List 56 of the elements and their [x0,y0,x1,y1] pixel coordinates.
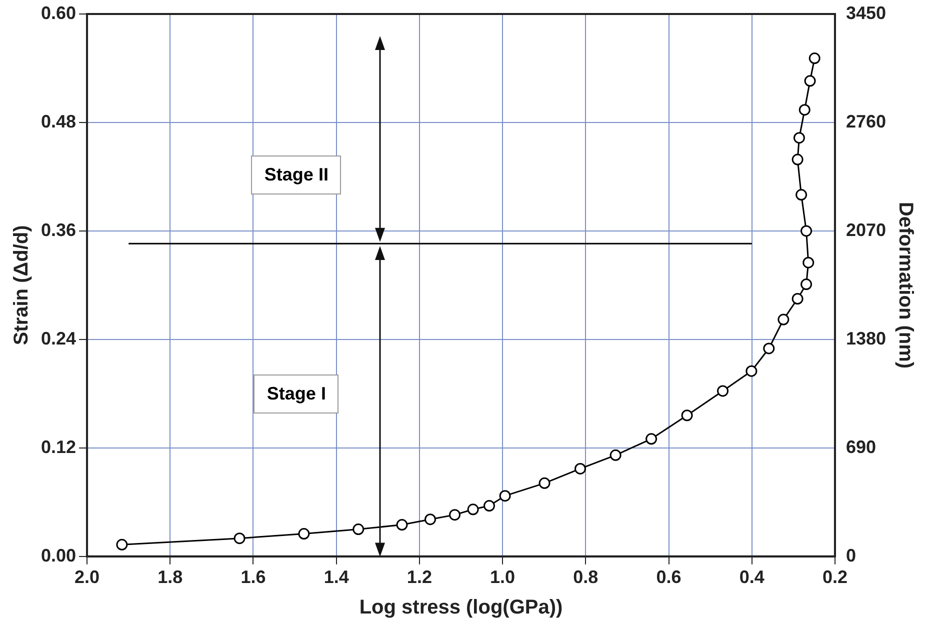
x-tick-label: 0.8 [573,567,598,588]
point [808,52,820,64]
point [574,462,586,474]
point [792,293,804,305]
point [681,410,693,422]
x-tick-label: 0.6 [656,567,682,588]
point [778,314,790,326]
x-tick-label: 1.8 [158,567,183,588]
y-tick-label: 0.12 [40,436,76,457]
point [793,132,805,144]
y-tick-label: 0.36 [40,220,76,240]
point [798,104,810,116]
x-tick-label: 1.6 [240,567,266,588]
y-axis-title: Strain (Δd/d) [10,225,33,346]
x-tick-label: 1.2 [406,567,432,588]
point [298,528,310,540]
point [646,433,658,445]
point [424,514,436,526]
point [763,342,775,354]
point [467,504,479,516]
y-tick-label: 0.48 [40,111,76,132]
y2-tick-label: 2760 [846,111,886,132]
y-tick-label: 0.60 [40,2,76,23]
point [796,189,808,201]
x-tick-label: 0.4 [739,567,764,588]
point [802,256,814,268]
point [746,365,758,377]
y-tick-label: 0.24 [40,328,76,348]
point [352,524,364,536]
x-tick-label: 1.0 [490,567,516,588]
point [449,509,461,521]
point [499,490,511,502]
y2-tick-label: 690 [846,436,876,457]
y2-tick-label: 1380 [846,328,886,348]
point [804,75,816,87]
x-tick-label: 2.0 [74,567,100,588]
point [717,385,729,397]
y2-axis-title: Deformation (nm) [894,202,916,369]
x-tick-label: 0.2 [822,567,848,588]
annotation: Stage I [254,374,339,414]
y2-tick-label: 0 [846,545,856,566]
point [396,519,408,531]
point [800,225,812,237]
point [484,500,495,512]
point [116,538,128,550]
point [610,449,622,461]
y-tick-label: 0.00 [40,545,76,566]
point [538,477,550,489]
annotation: Stage II [251,156,342,195]
x-tick-label: 1.4 [324,567,349,588]
point [800,278,812,290]
y2-tick-label: 3450 [846,2,886,23]
y2-tick-label: 2070 [846,220,886,240]
x-axis-title: Log stress (log(GPa)) [359,596,563,619]
point [792,154,804,166]
point [234,532,246,544]
